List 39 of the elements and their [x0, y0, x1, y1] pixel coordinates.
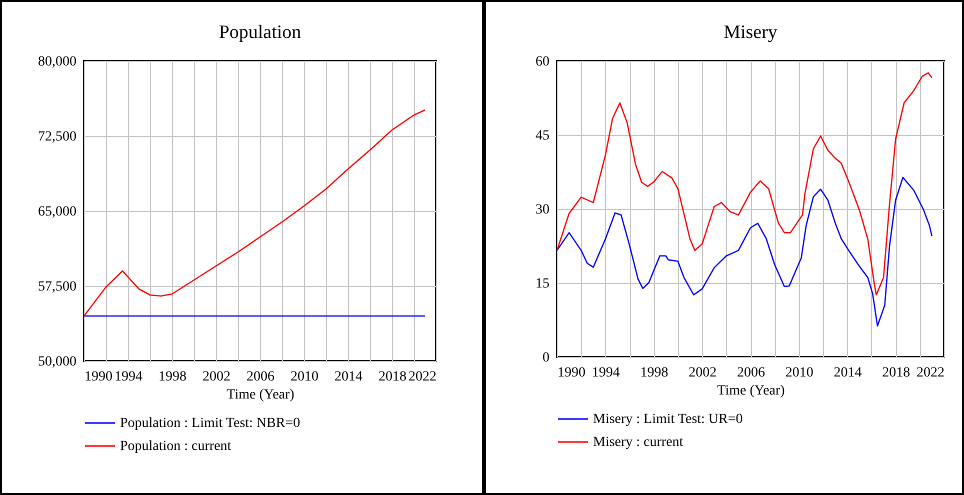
x-axis-title: Time (Year)	[717, 384, 786, 398]
x-tick-label: 1990	[84, 370, 112, 384]
legend-label: Misery : current	[593, 435, 684, 450]
x-tick-label: 2002	[202, 370, 230, 384]
x-tick-label: 2010	[785, 366, 814, 380]
y-tick-label: 65,000	[38, 204, 76, 220]
chart-title: Misery	[724, 22, 778, 43]
x-tick-label: 1994	[592, 366, 620, 380]
x-tick-label: 2010	[290, 370, 318, 384]
x-tick-label: 2006	[246, 370, 274, 384]
x-tick-label: 2018	[378, 370, 406, 384]
x-tick-label: 2022	[916, 366, 944, 380]
x-tick-label: 1990	[558, 366, 586, 380]
y-tick-label: 60	[536, 54, 550, 70]
y-tick-label: 30	[536, 202, 550, 218]
x-tick-label: 1994	[114, 370, 142, 384]
x-tick-label: 1998	[640, 366, 668, 380]
x-tick-label: 2018	[882, 366, 910, 380]
legend-label: Population : Limit Test: NBR=0	[120, 416, 300, 431]
line-series	[83, 109, 426, 317]
chart-title: Population	[218, 22, 302, 43]
legend-label: Misery : Limit Test: UR=0	[593, 412, 743, 427]
legend-label: Population : current	[120, 439, 232, 454]
x-tick-label: 1998	[158, 370, 186, 384]
x-tick-label: 2014	[334, 370, 362, 384]
x-tick-label: 2014	[834, 366, 862, 380]
y-tick-label: 72,500	[38, 130, 76, 144]
x-tick-label: 2002	[688, 366, 717, 380]
x-tick-label: 2006	[737, 366, 765, 380]
y-tick-label: 57,500	[38, 280, 76, 294]
line-series	[556, 176, 933, 327]
y-tick-label: 15	[536, 276, 550, 292]
line-series	[556, 72, 933, 296]
x-axis-title: Time (Year)	[226, 388, 295, 402]
y-tick-label: 80,000	[38, 54, 76, 70]
y-tick-label: 45	[536, 128, 550, 144]
x-tick-label: 2022	[408, 370, 436, 384]
y-tick-label: 50,000	[38, 354, 76, 370]
y-tick-label: 0	[542, 350, 550, 366]
